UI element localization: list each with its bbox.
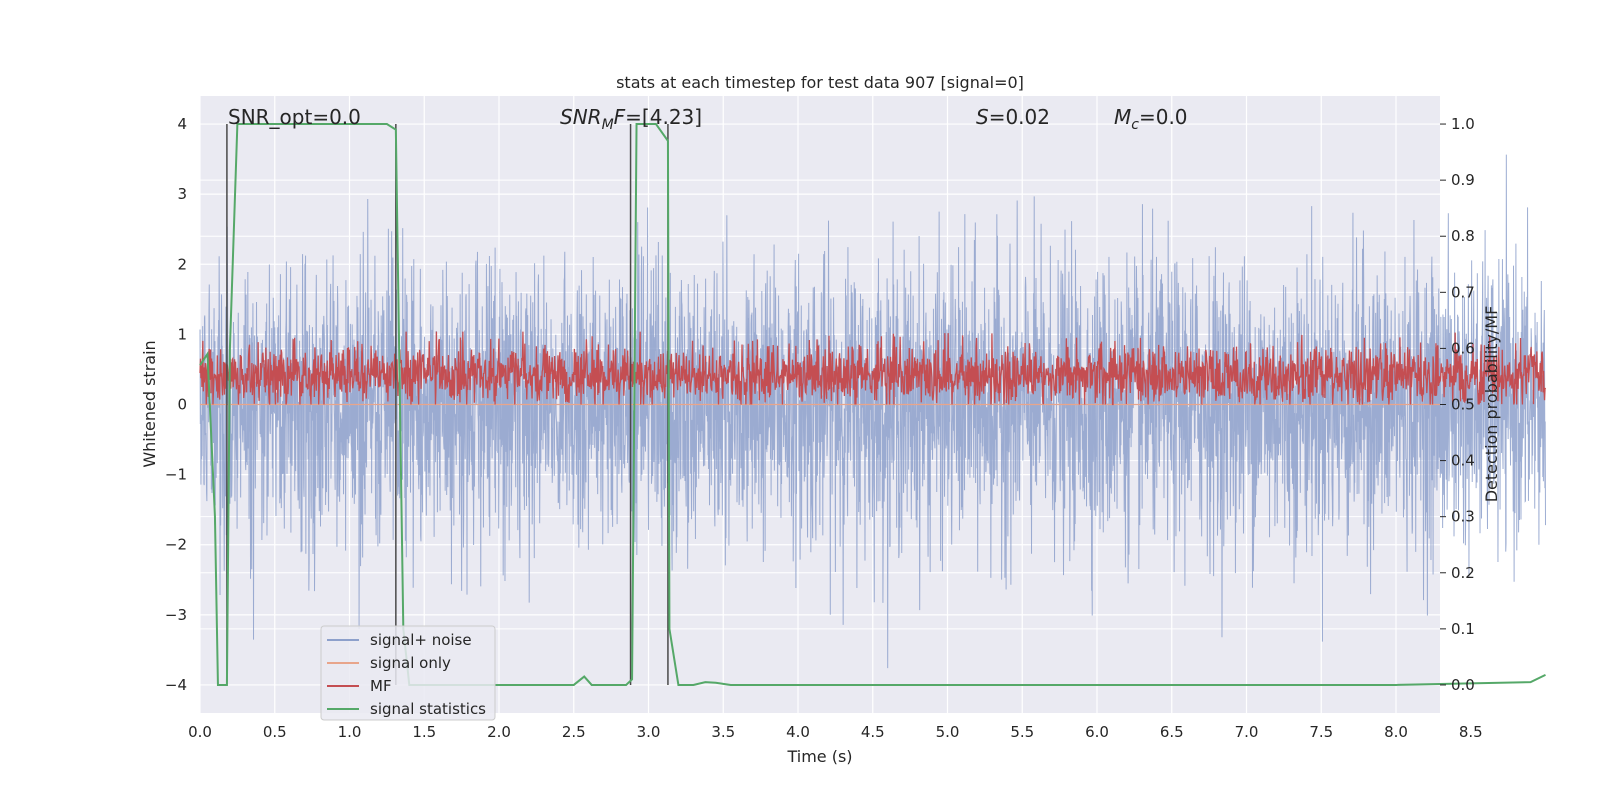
x-tick-label: 5.5 xyxy=(1010,723,1034,741)
x-tick-labels: 0.0 0.5 1.0 1.5 2.0 2.5 3.0 3.5 4.0 4.5 5.0 5.5 6.0 6… xyxy=(188,723,1483,741)
signal-statistics-line xyxy=(199,123,1546,686)
legend-label-signal-noise: signal+ noise xyxy=(370,631,472,649)
y-right-tick-label: 0.5 xyxy=(1451,396,1475,414)
legend-label-signal-only: signal only xyxy=(370,654,451,672)
y-right-tick-label: 0.3 xyxy=(1451,508,1475,526)
y-right-tick-label: 1.0 xyxy=(1451,115,1475,133)
chart-title: stats at each timestep for test data 907… xyxy=(616,73,1024,92)
mf-series xyxy=(199,331,1547,406)
y-tick-label: −2 xyxy=(165,536,187,554)
y-right-tick-label: 0.2 xyxy=(1451,564,1475,582)
y-right-tick-label: 0.4 xyxy=(1451,452,1475,470)
annotation-s: S=0.02 xyxy=(976,105,1050,129)
y-tick-label: 0 xyxy=(177,396,187,414)
legend: signal+ noise signal only MF signal stat… xyxy=(320,625,496,721)
annotation-snr-mf-a: SNR xyxy=(560,105,602,129)
annotation-mc: Mc=0.0 xyxy=(1114,105,1188,133)
x-tick-label: 3.0 xyxy=(637,723,661,741)
annotation-s-b: =0.02 xyxy=(989,105,1050,129)
x-tick-label: 1.5 xyxy=(412,723,436,741)
y-tick-label: −1 xyxy=(165,466,187,484)
x-tick-label: 5.0 xyxy=(936,723,960,741)
x-tick-label: 7.0 xyxy=(1235,723,1259,741)
annotation-snr-mf-sub: M xyxy=(602,117,614,133)
x-tick-label: 7.5 xyxy=(1309,723,1333,741)
y-right-axis-label: Detection probability/MF xyxy=(1482,306,1501,503)
annotation-snr-mf-c: =[4.23] xyxy=(625,105,702,129)
y-right-tick-label: 0.0 xyxy=(1451,676,1475,694)
x-axis-label: Time (s) xyxy=(786,747,852,766)
y-tick-label: 2 xyxy=(177,255,187,273)
x-tick-label: 4.5 xyxy=(861,723,885,741)
x-tick-label: 0.5 xyxy=(263,723,287,741)
signal-noise-line xyxy=(199,154,1546,669)
legend-box xyxy=(320,625,496,721)
y-axis-label: Whitened strain xyxy=(140,340,159,467)
y-tick-label: 1 xyxy=(177,325,187,343)
y-right-tick-label: 0.8 xyxy=(1451,227,1475,245)
annotation-snr-mf: SNRMF=[4.23] xyxy=(560,105,702,133)
mf-line xyxy=(199,331,1547,406)
annotation-mc-a: M xyxy=(1114,105,1131,129)
x-tick-label: 6.0 xyxy=(1085,723,1109,741)
x-tick-label: 8.5 xyxy=(1459,723,1483,741)
x-tick-label: 8.0 xyxy=(1384,723,1408,741)
x-tick-label: 6.5 xyxy=(1160,723,1184,741)
annotation-mc-b: =0.0 xyxy=(1139,105,1188,129)
legend-label-signal-statistics: signal statistics xyxy=(370,700,486,718)
y-right-tick-label: 0.7 xyxy=(1451,283,1475,301)
signal-statistics-series xyxy=(199,123,1546,686)
annotation-mc-sub: c xyxy=(1131,117,1139,133)
x-tick-label: 3.5 xyxy=(711,723,735,741)
y-right-tick-label: 0.6 xyxy=(1451,339,1475,357)
signal-noise-series xyxy=(199,154,1546,669)
y-right-tick-label: 0.9 xyxy=(1451,171,1475,189)
x-tick-label: 2.5 xyxy=(562,723,586,741)
y-tick-labels: 4 3 2 1 0 −1 −2 −3 −4 xyxy=(165,115,187,694)
y-tick-label: 3 xyxy=(177,185,187,203)
x-tick-label: 2.0 xyxy=(487,723,511,741)
y-tick-label: −4 xyxy=(165,676,187,694)
x-tick-label: 0.0 xyxy=(188,723,212,741)
y-right-tick-label: 0.1 xyxy=(1451,620,1475,638)
y-right-tick-labels: 1.0 0.9 0.8 0.7 0.6 0.5 0.4 0.3 0.2 0.1 0.0 xyxy=(1440,115,1475,694)
y-tick-label: −3 xyxy=(165,606,187,624)
x-tick-label: 4.0 xyxy=(786,723,810,741)
x-tick-label: 1.0 xyxy=(338,723,362,741)
annotation-snr-opt: SNR_opt=0.0 xyxy=(228,105,361,129)
y-tick-label: 4 xyxy=(177,115,187,133)
annotation-s-a: S xyxy=(976,105,989,129)
annotation-snr-mf-b: F xyxy=(614,105,626,129)
annotations: SNR_opt=0.0 SNRMF=[4.23] S=0.02 Mc=0.0 xyxy=(228,105,1188,133)
legend-label-mf: MF xyxy=(370,677,392,695)
